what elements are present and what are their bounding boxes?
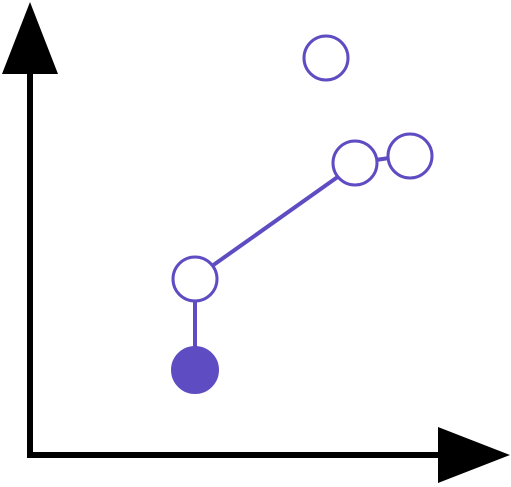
nodes — [171, 34, 434, 394]
hollow-node — [386, 132, 434, 180]
filled-node — [171, 346, 219, 394]
hollow-node — [331, 139, 379, 187]
hollow-node — [171, 255, 219, 303]
edge-low-to-upper — [210, 174, 341, 268]
edges — [193, 156, 390, 348]
y-axis-arrowhead — [2, 2, 58, 74]
x-axis-arrowhead — [438, 427, 510, 483]
hollow-node — [302, 34, 350, 82]
